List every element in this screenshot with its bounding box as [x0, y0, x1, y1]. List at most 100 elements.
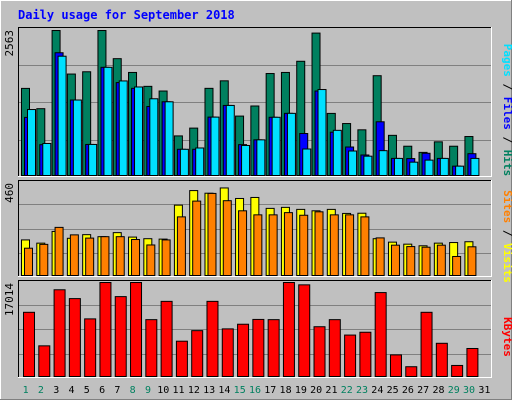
- bar-sites: [54, 226, 64, 277]
- legend-sites: Sites: [501, 190, 512, 223]
- bar-sites: [192, 200, 202, 277]
- bar-sites: [406, 246, 416, 276]
- x-tick-label: 21: [325, 385, 337, 396]
- x-tick-label: 17: [264, 385, 276, 396]
- bar-sites: [85, 237, 95, 276]
- x-tick-label: 23: [356, 385, 368, 396]
- x-tick-label: 20: [310, 385, 322, 396]
- bar-pages: [225, 104, 235, 176]
- y-max-label: 460: [3, 183, 16, 203]
- bar-pages: [302, 148, 312, 176]
- bar-pages: [363, 155, 373, 177]
- bar-kbytes: [206, 300, 219, 377]
- legend-label: Pages / Files / Hits: [501, 44, 512, 177]
- bar-kbytes: [53, 289, 66, 378]
- bar-kbytes: [175, 340, 188, 378]
- bar-sites: [299, 214, 309, 276]
- bar-sites: [24, 247, 33, 277]
- bar-pages: [424, 159, 434, 176]
- x-tick-label: 31: [478, 385, 490, 396]
- x-tick-label: 18: [280, 385, 292, 396]
- bar-pages: [317, 89, 327, 176]
- x-tick-label: 12: [188, 385, 200, 396]
- x-tick-label: 9: [145, 385, 151, 396]
- x-tick-label: 15: [234, 385, 246, 396]
- y-max-label: 17014: [3, 283, 16, 316]
- bar-pages: [103, 66, 113, 176]
- bar-sites: [131, 239, 141, 277]
- x-tick-label: 4: [69, 385, 75, 396]
- bar-pages: [271, 116, 281, 176]
- bar-kbytes: [451, 364, 464, 378]
- bar-kbytes: [145, 319, 158, 377]
- bar-sites: [222, 200, 232, 276]
- bar-kbytes: [420, 311, 433, 378]
- bar-sites: [161, 239, 171, 276]
- bar-kbytes: [405, 366, 418, 378]
- bar-kbytes: [38, 345, 51, 377]
- legend-label: KBytes: [501, 317, 512, 357]
- bar-pages: [439, 157, 449, 176]
- x-tick-label: 13: [203, 385, 215, 396]
- x-tick-label: 22: [341, 385, 353, 396]
- bar-sites: [115, 236, 125, 276]
- bar-pages: [179, 148, 189, 176]
- bar-kbytes: [282, 282, 295, 377]
- bar-pages: [134, 86, 144, 176]
- bar-sites: [39, 243, 49, 277]
- bar-kbytes: [389, 354, 402, 378]
- bar-kbytes: [23, 311, 35, 378]
- bar-pages: [164, 101, 174, 176]
- legend-pages: Pages: [501, 44, 512, 77]
- x-tick-label: 7: [114, 385, 120, 396]
- bar-kbytes: [344, 334, 357, 377]
- bar-pages: [241, 144, 251, 176]
- bar-kbytes: [68, 298, 81, 378]
- x-tick-label: 24: [371, 385, 383, 396]
- bar-sites: [375, 237, 385, 276]
- bar-pages: [27, 109, 36, 176]
- x-tick-label: 27: [417, 385, 429, 396]
- bar-sites: [253, 214, 263, 276]
- x-tick-label: 29: [448, 385, 460, 396]
- x-tick-label: 28: [432, 385, 444, 396]
- bar-sites: [360, 216, 370, 277]
- x-tick-label: 14: [218, 385, 230, 396]
- bar-pages: [393, 157, 403, 176]
- bar-sites: [283, 212, 293, 277]
- bar-sites: [436, 244, 446, 277]
- x-tick-label: 26: [402, 385, 414, 396]
- bar-pages: [470, 157, 480, 176]
- bar-pages: [455, 165, 465, 176]
- bar-kbytes: [221, 328, 234, 378]
- bar-kbytes: [267, 319, 280, 377]
- x-tick-label: 1: [23, 385, 29, 396]
- bar-sites: [268, 214, 278, 276]
- bar-sites: [421, 246, 431, 276]
- bar-sites: [207, 192, 217, 276]
- bar-pages: [378, 150, 388, 177]
- bar-pages: [149, 98, 159, 176]
- bar-kbytes: [466, 347, 479, 378]
- bar-sites: [345, 214, 355, 276]
- bar-pages: [72, 99, 82, 176]
- bar-sites: [390, 244, 400, 277]
- bar-pages: [195, 147, 205, 176]
- legend-visits: Visits: [501, 243, 512, 283]
- x-tick-label: 5: [84, 385, 90, 396]
- y-max-label: 2563: [3, 30, 16, 57]
- bar-pages: [286, 112, 296, 176]
- bar-kbytes: [130, 282, 143, 377]
- bar-kbytes: [191, 330, 204, 377]
- bar-pages: [332, 129, 342, 176]
- bar-kbytes: [99, 282, 112, 377]
- bar-sites: [176, 216, 186, 277]
- bar-pages: [210, 116, 220, 176]
- bar-sites: [238, 210, 248, 277]
- bar-kbytes: [160, 300, 173, 377]
- bar-kbytes: [298, 284, 311, 377]
- bar-kbytes: [84, 318, 97, 378]
- bar-pages: [42, 142, 52, 176]
